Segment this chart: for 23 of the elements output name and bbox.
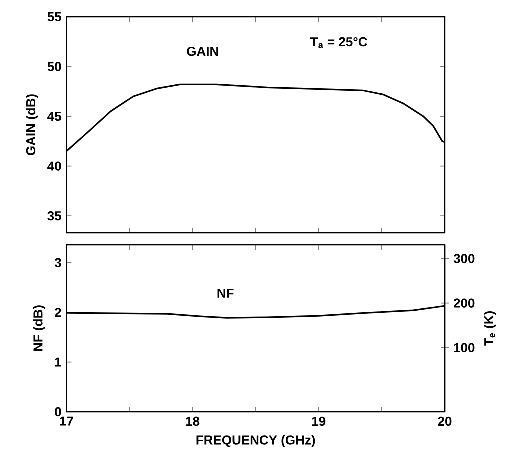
y-tick-label: 0 (55, 407, 62, 417)
x-tick-label: 17 (60, 416, 74, 426)
y-tick-label: 55 (48, 12, 62, 22)
y-tick-label: 50 (48, 62, 62, 72)
y-axis-title: GAIN (dB) (26, 94, 38, 156)
series-label: NF (218, 288, 234, 298)
text: GAIN (187, 46, 218, 56)
y-axis-title: NF (dB) (33, 306, 46, 352)
y2-tick-label: 300 (454, 254, 475, 264)
y-tick-label: 45 (48, 112, 62, 122)
y-tick-label: 3 (54, 258, 62, 268)
y2-axis-title: T$_{e}$ (K) (484, 312, 496, 346)
y-tick-label: 1 (55, 358, 62, 367)
y-tick-label: 35 (48, 211, 62, 221)
y-tick-label: 2 (55, 308, 62, 318)
x-axis-title: FREQUENCY (GHz) (196, 435, 316, 448)
y-tick-label: 40 (48, 162, 62, 171)
y2-tick-label: 200 (454, 298, 475, 308)
x-tick-label: 18 (186, 416, 200, 426)
y2-tick-label: 100 (454, 343, 475, 352)
x-tick-label: 19 (312, 416, 326, 426)
x-tick-label: 20 (438, 416, 452, 426)
annotation: T$_{a}$ = 25°C (310, 37, 368, 48)
